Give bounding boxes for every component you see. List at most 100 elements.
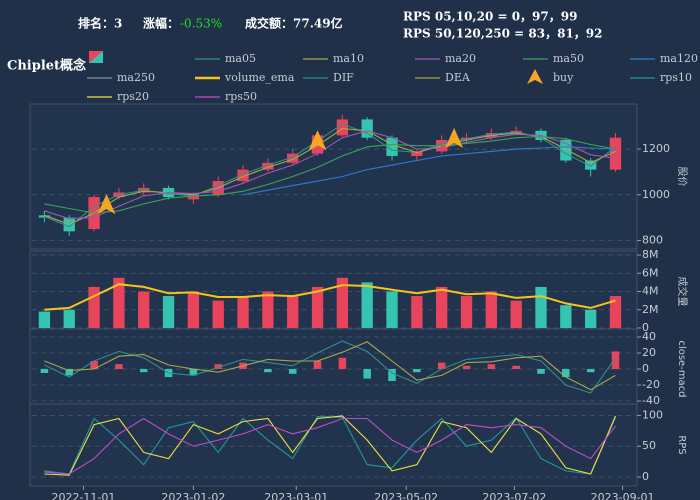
y-tick-label: 800	[642, 233, 663, 246]
macd-bar	[462, 365, 471, 369]
y-axis-label: 成交量	[676, 277, 689, 307]
change: -0.53%	[180, 17, 222, 31]
panel	[29, 103, 638, 250]
macd-bar	[139, 369, 148, 373]
legend-label: ma20	[445, 52, 476, 65]
candle-body	[287, 153, 299, 163]
buy-marker	[308, 130, 327, 151]
volume-bar	[386, 291, 398, 328]
candle-body	[361, 119, 373, 138]
legend-label: DEA	[445, 71, 471, 84]
series-line	[44, 415, 617, 476]
series-line	[44, 283, 616, 311]
candle-body	[386, 137, 398, 156]
macd-bar	[388, 369, 396, 381]
y-tick-label: 50	[642, 439, 656, 452]
macd-bar	[288, 369, 297, 374]
volume-bar	[38, 311, 51, 328]
candle-body	[609, 137, 622, 170]
legend-label: ma50	[553, 52, 584, 65]
legend-label: rps50	[225, 90, 257, 103]
legend-label: ma120	[660, 52, 698, 65]
volume-bar	[411, 296, 423, 328]
legend-label: ma10	[333, 52, 364, 65]
y-tick-label: 0	[642, 470, 649, 483]
volume-bar	[237, 296, 249, 328]
volume-bar	[162, 296, 175, 328]
macd-bar	[189, 369, 198, 376]
volume-bar	[212, 300, 224, 328]
series-line	[242, 146, 616, 196]
candle-body	[560, 139, 572, 161]
series-line	[44, 130, 616, 220]
legend-label: ma05	[225, 52, 256, 65]
y-tick-label: 100	[642, 408, 663, 421]
volume-bar	[311, 286, 324, 328]
volume-bar	[287, 296, 299, 328]
volume-bar	[113, 277, 125, 328]
series-line	[44, 341, 616, 391]
y-tick-label: 40	[642, 330, 656, 343]
volume-bar	[460, 296, 473, 328]
x-tick-label: 2023-09-01	[591, 491, 655, 500]
macd-bar	[40, 369, 49, 373]
legend-label: DIF	[333, 71, 354, 84]
macd-bar	[586, 369, 595, 373]
macd-bar	[437, 362, 446, 369]
volume-bar	[585, 309, 597, 328]
y-tick-label: 0	[642, 362, 649, 375]
legend-swatch	[527, 69, 543, 84]
buy-marker	[445, 127, 464, 148]
x-tick-label: 2023-07-02	[482, 491, 546, 500]
macd-bar	[487, 364, 496, 369]
macd-bar	[611, 351, 620, 369]
buy-marker	[97, 194, 116, 215]
candle-body	[38, 215, 51, 218]
x-tick-label: 2023-01-02	[161, 491, 225, 500]
series-line	[44, 128, 616, 225]
volume-bar	[510, 300, 522, 328]
macd-bar	[562, 369, 570, 377]
title-icon	[89, 51, 103, 63]
volume-bar	[336, 277, 349, 328]
y-tick-label: 0	[642, 321, 649, 334]
x-tick-label: 2023-03-01	[264, 491, 328, 500]
y-tick-label: 1000	[642, 188, 670, 201]
rps-short: RPS 05,10,20 = 0，97，99	[403, 10, 577, 24]
y-axis-label: RPS	[676, 435, 687, 454]
series-line	[44, 123, 616, 228]
series-line	[44, 417, 616, 475]
macd-bar	[338, 357, 347, 369]
candle-body	[187, 194, 200, 200]
volume-bar	[262, 291, 274, 328]
macd-bar	[413, 369, 421, 373]
macd-bar	[264, 369, 272, 373]
legend-label: buy	[553, 71, 574, 84]
macd-bar	[537, 369, 545, 374]
macd-bar	[313, 361, 322, 369]
candle-body	[585, 160, 597, 170]
panel	[29, 403, 638, 487]
legend-label: rps20	[117, 90, 149, 103]
y-tick-label: 6M	[642, 266, 659, 279]
candle-body	[262, 162, 274, 170]
y-tick-label: -20	[642, 378, 660, 391]
rank: 排名：3	[78, 16, 122, 31]
macd-bar	[115, 364, 123, 369]
volume-bar	[138, 291, 150, 328]
turnover: 成交额：77.49亿	[245, 16, 343, 31]
macd-bar	[214, 364, 222, 369]
y-tick-label: 1200	[642, 142, 670, 155]
volume-bar	[535, 286, 547, 328]
macd-bar	[512, 365, 520, 369]
legend-label: volume_ema	[224, 71, 295, 84]
x-tick-label: 2023-05-02	[374, 491, 438, 500]
volume-bar	[485, 291, 497, 328]
legend-label: rps10	[660, 71, 692, 84]
rps-long: RPS 50,120,250 = 83，81，92	[403, 27, 603, 41]
volume-bar	[436, 286, 448, 328]
macd-bar	[363, 369, 371, 379]
y-tick-label: -40	[642, 394, 660, 407]
series-line	[44, 340, 616, 394]
